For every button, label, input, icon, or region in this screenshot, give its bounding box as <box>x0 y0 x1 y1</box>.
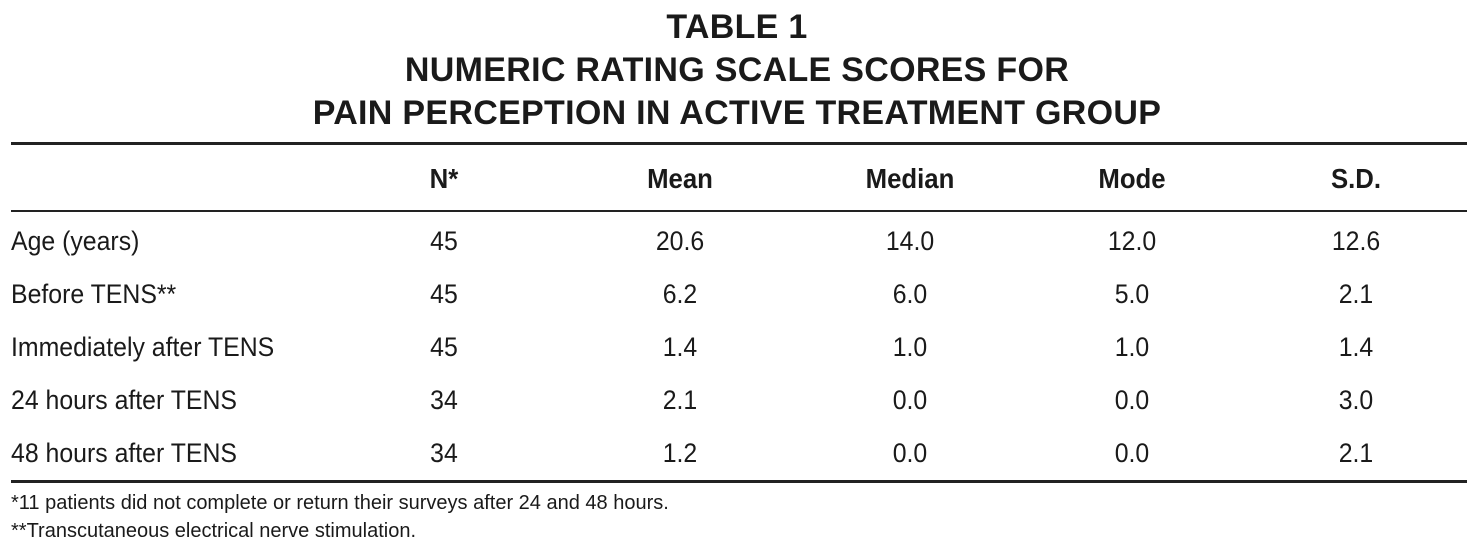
cell-median: 0.0 <box>892 438 928 468</box>
cell-mode: 1.0 <box>1114 332 1150 362</box>
table-top-rule <box>11 142 1467 145</box>
table-bottom-rule <box>11 480 1467 483</box>
cell-sd: 3.0 <box>1338 385 1374 415</box>
cell-n: 34 <box>430 438 458 468</box>
table-header-rule <box>11 210 1467 212</box>
cell-median: 14.0 <box>885 226 935 256</box>
footnote-incomplete-surveys: *11 patients did not complete or return … <box>11 492 669 514</box>
header-median: Median <box>865 163 955 194</box>
cell-n: 45 <box>430 279 458 309</box>
cell-mode: 0.0 <box>1114 438 1150 468</box>
row-label: Before TENS** <box>11 279 177 309</box>
header-mean: Mean <box>647 163 713 194</box>
cell-sd: 12.6 <box>1331 226 1381 256</box>
row-label: 48 hours after TENS <box>11 438 237 468</box>
row-label: Immediately after TENS <box>11 332 275 362</box>
cell-sd: 2.1 <box>1338 279 1374 309</box>
cell-median: 1.0 <box>892 332 928 362</box>
header-n: N* <box>429 163 459 194</box>
footnote-tens-definition: **Transcutaneous electrical nerve stimul… <box>11 520 417 542</box>
cell-mean: 1.2 <box>662 438 698 468</box>
cell-mean: 6.2 <box>662 279 698 309</box>
cell-n: 45 <box>430 226 458 256</box>
header-mode: Mode <box>1098 163 1166 194</box>
cell-sd: 2.1 <box>1338 438 1374 468</box>
table-number: TABLE 1 <box>666 8 808 46</box>
cell-mean: 1.4 <box>662 332 698 362</box>
cell-mode: 12.0 <box>1107 226 1157 256</box>
table-title: TABLE 1 NUMERIC RATING SCALE SCORES FOR … <box>0 6 1474 135</box>
cell-sd: 1.4 <box>1338 332 1374 362</box>
cell-median: 6.0 <box>892 279 928 309</box>
cell-mean: 2.1 <box>662 385 698 415</box>
cell-n: 34 <box>430 385 458 415</box>
table-title-line-2: PAIN PERCEPTION IN ACTIVE TREATMENT GROU… <box>312 94 1162 132</box>
cell-mode: 5.0 <box>1114 279 1150 309</box>
table-title-line-1: NUMERIC RATING SCALE SCORES FOR <box>404 51 1070 89</box>
cell-mode: 0.0 <box>1114 385 1150 415</box>
cell-median: 0.0 <box>892 385 928 415</box>
cell-n: 45 <box>430 332 458 362</box>
row-label: 24 hours after TENS <box>11 385 237 415</box>
header-sd: S.D. <box>1330 163 1382 194</box>
row-label: Age (years) <box>11 226 140 256</box>
cell-mean: 20.6 <box>655 226 705 256</box>
